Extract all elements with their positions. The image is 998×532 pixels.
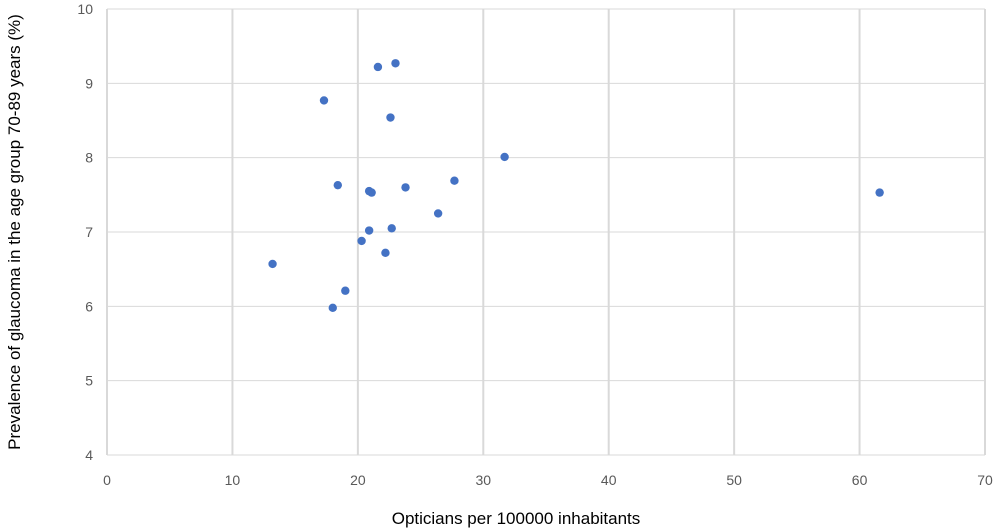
y-tick-label: 10: [77, 1, 93, 17]
x-tick-label: 40: [601, 472, 617, 488]
data-point: [386, 113, 395, 122]
y-tick-label: 9: [85, 75, 93, 91]
data-point: [373, 62, 383, 72]
y-axis-ticks: 4 5 6 7 8 9 10: [77, 1, 93, 463]
y-tick-label: 8: [85, 150, 93, 166]
data-point: [875, 188, 884, 197]
y-tick-label: 5: [85, 373, 93, 389]
x-axis-ticks: 0 10 20 30 40 50 60 70: [103, 472, 993, 488]
data-points: [268, 59, 884, 313]
x-tick-label: 60: [852, 472, 868, 488]
data-point: [341, 286, 350, 295]
y-tick-label: 4: [85, 447, 93, 463]
data-point: [401, 183, 410, 192]
x-tick-label: 0: [103, 472, 111, 488]
y-axis-title: Prevalence of glaucoma in the age group …: [5, 14, 24, 450]
y-tick-label: 7: [85, 224, 93, 240]
x-tick-label: 70: [977, 472, 993, 488]
data-point: [450, 176, 459, 185]
gridlines: [106, 8, 986, 456]
x-tick-label: 30: [475, 472, 491, 488]
data-point: [357, 236, 366, 246]
data-point: [391, 59, 400, 68]
x-tick-label: 50: [726, 472, 742, 488]
data-point: [268, 259, 277, 269]
data-point: [328, 303, 337, 313]
data-point: [364, 226, 374, 235]
x-tick-label: 10: [225, 472, 241, 488]
y-tick-label: 6: [85, 298, 93, 314]
data-point: [433, 209, 443, 218]
x-axis-title: Opticians per 100000 inhabitants: [392, 509, 641, 528]
data-point: [333, 180, 342, 190]
data-point: [381, 248, 390, 258]
x-tick-label: 20: [350, 472, 366, 488]
data-point: [319, 96, 329, 105]
data-point: [367, 188, 376, 197]
data-point: [387, 224, 396, 233]
data-point: [500, 152, 509, 162]
